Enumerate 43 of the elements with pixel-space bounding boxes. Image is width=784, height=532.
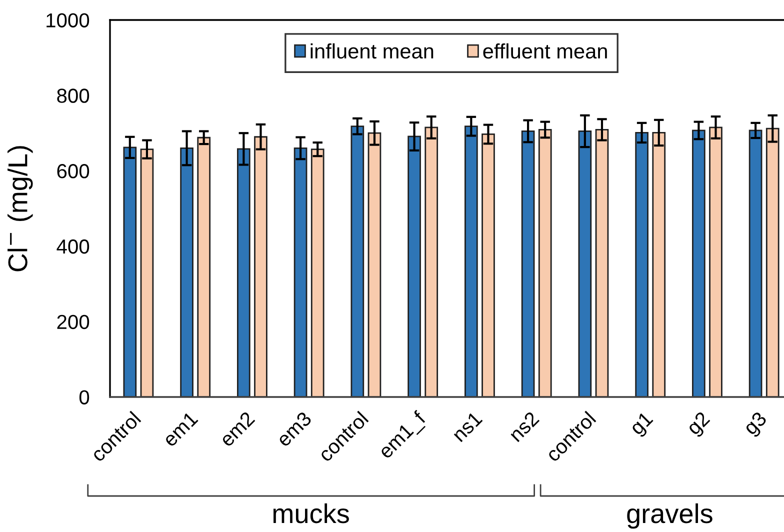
x-tick-label: ns2 [508,410,540,442]
bar [350,126,364,397]
bar [766,128,780,397]
bar [464,126,478,397]
y-tick-label: 800 [57,88,90,103]
bar [578,130,592,397]
bar [180,147,194,397]
bar [424,126,438,397]
y-tick-label: 1000 [46,13,90,28]
bar [521,130,535,397]
x-tick-label: g1 [628,411,656,438]
x-tick-label: em3 [276,410,312,448]
x-tick-label: em2 [218,410,256,448]
bar [408,136,421,397]
bar [197,136,211,397]
bar [482,134,495,397]
y-tick-label: 400 [56,239,90,254]
x-tick-label: ns1 [452,411,483,442]
x-tick-label: g2 [686,410,714,438]
bar [595,129,609,397]
bar [538,129,552,397]
bar [294,147,308,397]
bar [254,136,268,397]
y-axis-title: Cl$^{−}$ (mg/L) [8,146,33,272]
bar [748,130,762,397]
legend-label: effluent mean [483,43,607,59]
y-tick-label: 200 [57,314,90,330]
bar [635,132,648,397]
y-tick-label: 0 [79,390,90,404]
bar [310,148,324,397]
text: mucks [273,503,349,524]
x-tick-label: em1 [162,411,198,448]
legend-label: influent mean [310,43,434,59]
bar [709,126,722,397]
x-tick-label: g3 [742,410,770,438]
y-tick-label: 600 [57,164,90,178]
bar [236,148,250,397]
bar [652,132,666,397]
bar [123,146,137,397]
text: gravels [627,503,712,529]
bar [692,130,706,397]
bar [140,148,154,397]
bar [368,132,382,397]
